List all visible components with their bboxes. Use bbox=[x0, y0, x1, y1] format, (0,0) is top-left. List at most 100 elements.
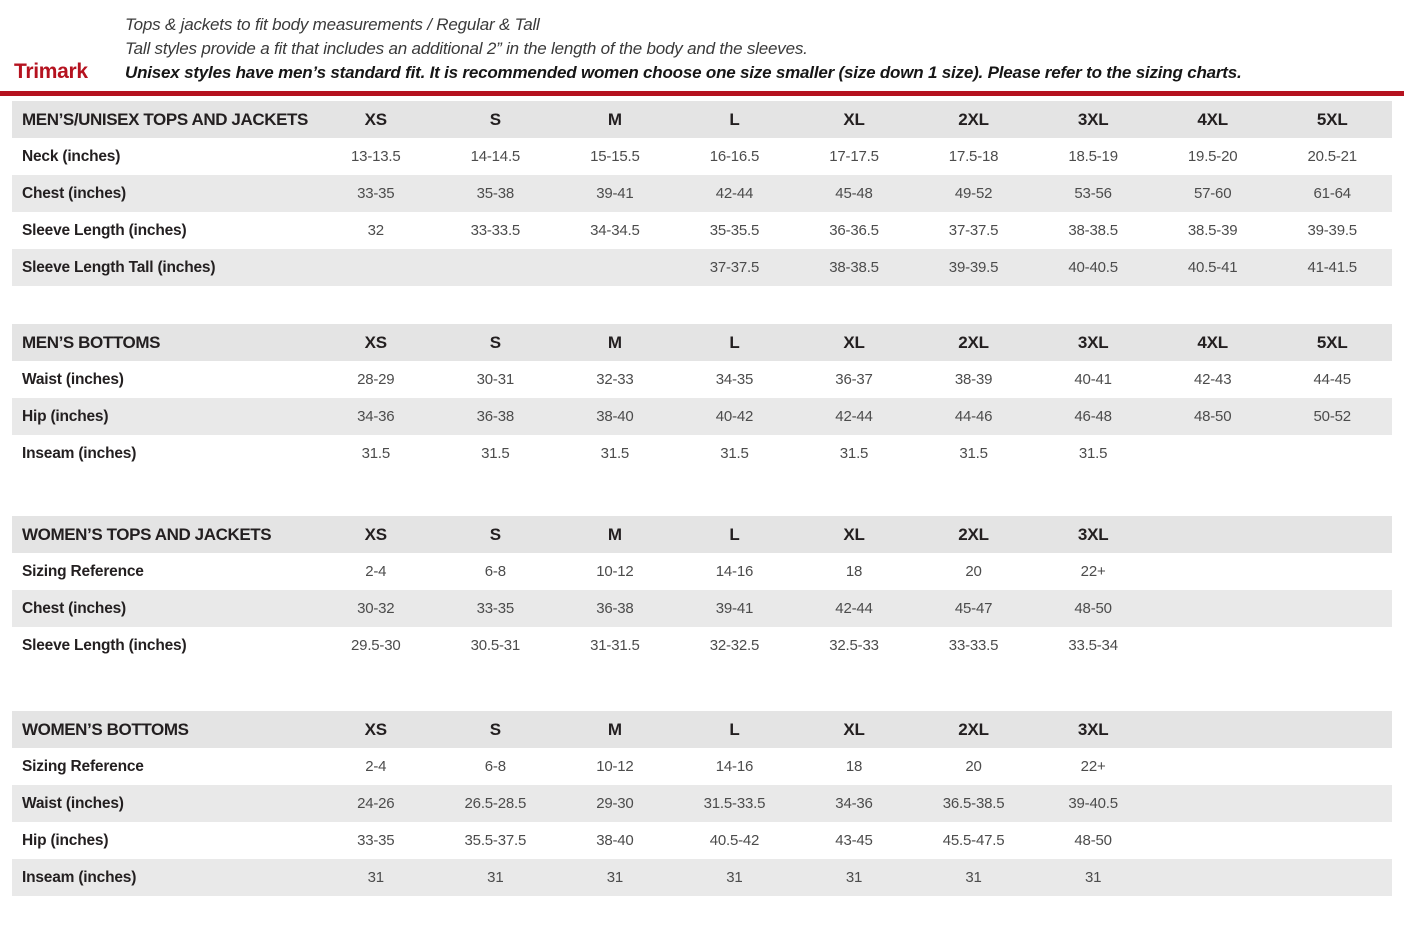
size-column-header: M bbox=[607, 332, 622, 352]
value-cell: 48-50 bbox=[1074, 600, 1112, 617]
size-column-header: L bbox=[729, 524, 740, 544]
value-cell: 29.5-30 bbox=[351, 637, 401, 654]
value-cell: 32.5-33 bbox=[829, 637, 879, 654]
value-cell: 30-31 bbox=[476, 371, 515, 388]
value-cell: 32-32.5 bbox=[709, 637, 760, 654]
value-cell: 45.5-47.5 bbox=[942, 832, 1005, 849]
value-cell: 17-17.5 bbox=[829, 148, 879, 165]
table-header-row: MEN’S/UNISEX TOPS AND JACKETS XS S M L XL 2XL 3… bbox=[12, 101, 1392, 138]
table-row: Sleeve Length (inches) 29.5-30 30.5-31 31-3… bbox=[12, 627, 1392, 664]
size-column-header: 3XL bbox=[1077, 332, 1109, 352]
value-cell: 39-39.5 bbox=[1307, 222, 1357, 239]
intro-text-block: Tops & jackets to fit body measurements … bbox=[125, 13, 1404, 85]
table-row: Inseam (inches) 31.5 31.5 31.5 31.5 31.5 31.5 3… bbox=[12, 435, 1392, 472]
value-cell: 40-40.5 bbox=[1068, 259, 1118, 276]
value-cell: 48-50 bbox=[1074, 832, 1112, 849]
table-header-row: MEN’S BOTTOMS XS S M L XL 2XL 3XL 4XL 5XL bbox=[12, 324, 1392, 361]
size-column-header: 2XL bbox=[958, 109, 989, 129]
value-cell: 36-38 bbox=[476, 408, 515, 425]
value-cell: 39-41 bbox=[715, 600, 754, 617]
row-label: Inseam (inches) bbox=[22, 444, 137, 462]
value-cell: 57-60 bbox=[1193, 185, 1232, 202]
value-cell: 33-33.5 bbox=[470, 222, 521, 239]
value-cell: 31.5 bbox=[720, 445, 749, 462]
size-column-header: XS bbox=[364, 719, 387, 739]
value-cell: 31.5 bbox=[361, 445, 391, 462]
row-label: Sizing Reference bbox=[22, 562, 144, 580]
size-column-header: S bbox=[489, 719, 501, 739]
value-cell: 34-35 bbox=[715, 371, 754, 388]
value-cell: 34-36 bbox=[357, 408, 395, 425]
row-label: Hip (inches) bbox=[22, 831, 109, 849]
size-column-header: S bbox=[489, 332, 501, 352]
value-cell: 39-40.5 bbox=[1068, 795, 1118, 812]
value-cell: 37-37.5 bbox=[709, 259, 760, 276]
value-cell: 38-38.5 bbox=[829, 259, 879, 276]
value-cell: 36-36.5 bbox=[829, 222, 879, 239]
value-cell: 36-38 bbox=[596, 600, 634, 617]
value-cell: 42-44 bbox=[715, 185, 754, 202]
size-column-header: 5XL bbox=[1316, 332, 1348, 352]
value-cell: 39-41 bbox=[596, 185, 634, 202]
value-cell: 26.5-28.5 bbox=[464, 795, 527, 812]
value-cell: 40-42 bbox=[715, 408, 754, 425]
value-cell: 10-12 bbox=[596, 758, 634, 775]
intro-line-2: Tall styles provide a fit that includes … bbox=[125, 39, 808, 58]
sizing-table-1: MEN’S BOTTOMS XS S M L XL 2XL 3XL 4XL 5XL Waist (i… bbox=[12, 324, 1392, 472]
table-header-row: WOMEN’S BOTTOMS XS S M L XL 2XL 3XL bbox=[12, 711, 1392, 748]
value-cell: 38-39 bbox=[954, 371, 993, 388]
value-cell: 18.5-19 bbox=[1068, 148, 1118, 165]
value-cell: 31 bbox=[487, 869, 504, 886]
value-cell: 42-44 bbox=[835, 408, 873, 425]
value-cell: 22+ bbox=[1080, 758, 1106, 775]
row-label: Chest (inches) bbox=[22, 184, 126, 202]
row-label: Waist (inches) bbox=[22, 370, 124, 388]
table-row: Waist (inches) 24-26 26.5-28.5 29-30 31.5-33… bbox=[12, 785, 1392, 822]
table-row: Sleeve Length (inches) 32 33-33.5 34-34.5 35… bbox=[12, 212, 1392, 249]
size-column-header: 2XL bbox=[958, 332, 989, 352]
size-column-header: XS bbox=[364, 524, 387, 544]
table-row: Chest (inches) 33-35 35-38 39-41 42-44 45-48 4… bbox=[12, 175, 1392, 212]
value-cell: 2-4 bbox=[365, 563, 387, 580]
value-cell: 45-48 bbox=[835, 185, 873, 202]
row-label: Waist (inches) bbox=[22, 794, 124, 812]
value-cell: 20 bbox=[965, 563, 982, 580]
value-cell: 45-47 bbox=[954, 600, 993, 617]
table-header-row: WOMEN’S TOPS AND JACKETS XS S M L XL 2XL 3XL bbox=[12, 516, 1392, 553]
value-cell: 20 bbox=[965, 758, 982, 775]
value-cell: 14-16 bbox=[715, 563, 754, 580]
size-column-header: S bbox=[489, 524, 501, 544]
value-cell: 35.5-37.5 bbox=[464, 832, 527, 849]
size-column-header: XL bbox=[843, 524, 865, 544]
value-cell: 33-35 bbox=[357, 185, 395, 202]
row-label: Inseam (inches) bbox=[22, 868, 137, 886]
value-cell: 31.5 bbox=[1078, 445, 1108, 462]
value-cell: 34-34.5 bbox=[590, 222, 640, 239]
value-cell: 2-4 bbox=[365, 758, 387, 775]
size-column-header: L bbox=[729, 109, 740, 129]
value-cell: 35-35.5 bbox=[709, 222, 760, 239]
table-row: Sizing Reference 2-4 6-8 10-12 14-16 18 20 22+ bbox=[12, 553, 1392, 590]
value-cell: 33-35 bbox=[476, 600, 515, 617]
value-cell: 31.5 bbox=[959, 445, 988, 462]
size-column-header: 2XL bbox=[958, 524, 989, 544]
size-column-header: XL bbox=[843, 109, 865, 129]
value-cell: 40.5-41 bbox=[1187, 259, 1238, 276]
size-column-header: XS bbox=[364, 332, 387, 352]
table-row: Neck (inches) 13-13.5 14-14.5 15-15.5 16-16.… bbox=[12, 138, 1392, 175]
table-row: Inseam (inches) 31 31 31 31 31 31 31 bbox=[12, 859, 1392, 896]
value-cell: 38.5-39 bbox=[1187, 222, 1238, 239]
row-label: Chest (inches) bbox=[22, 599, 126, 617]
size-column-header: L bbox=[729, 332, 740, 352]
value-cell: 6-8 bbox=[484, 563, 506, 580]
table-row: Hip (inches) 33-35 35.5-37.5 38-40 40.5-42 43… bbox=[12, 822, 1392, 859]
value-cell: 44-46 bbox=[954, 408, 993, 425]
value-cell: 39-39.5 bbox=[948, 259, 999, 276]
size-column-header: XS bbox=[364, 109, 387, 129]
sizing-chart-page: Trimark Tops & jackets to fit body measu… bbox=[0, 13, 1404, 896]
value-cell: 16-16.5 bbox=[709, 148, 760, 165]
value-cell: 34-36 bbox=[835, 795, 873, 812]
size-column-header: 3XL bbox=[1077, 109, 1109, 129]
value-cell: 22+ bbox=[1080, 563, 1106, 580]
value-cell: 42-44 bbox=[835, 600, 873, 617]
